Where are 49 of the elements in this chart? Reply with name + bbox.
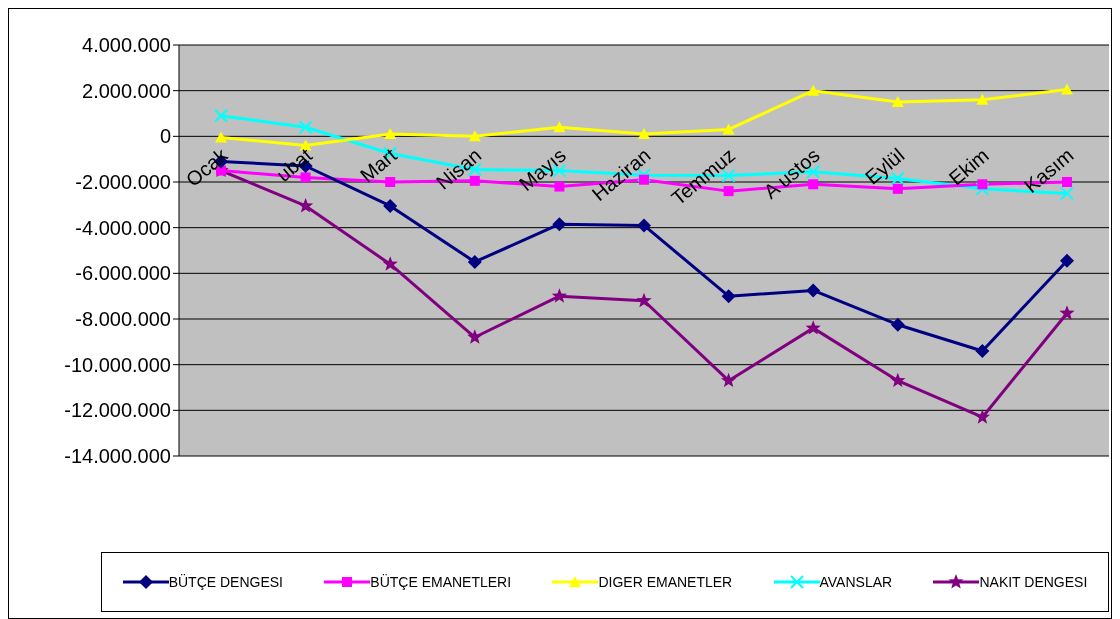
point (638, 128, 650, 140)
point (551, 288, 568, 303)
point (468, 130, 481, 142)
legend-label: AVANSLAR (819, 574, 893, 590)
point (382, 256, 398, 271)
y-tick-label: -8.000.000 (75, 308, 171, 331)
point (720, 372, 737, 388)
point (636, 292, 652, 308)
point (974, 409, 991, 424)
point (383, 198, 398, 213)
point (1060, 253, 1074, 268)
x-tick-label: Ekim (944, 143, 993, 190)
point (637, 218, 651, 233)
legend-label: DIGER EMANETLER (598, 574, 733, 590)
y-tick-label: 0 (159, 125, 171, 148)
point (298, 120, 313, 135)
y-tick-label: -6.000.000 (75, 262, 171, 285)
point (215, 131, 227, 143)
point (214, 108, 228, 123)
point (890, 317, 905, 332)
point (467, 254, 482, 269)
point (552, 217, 567, 232)
y-tick-label: 4.000.000 (82, 34, 171, 57)
legend-label: NAKIT DENGESI (979, 574, 1088, 590)
point (975, 343, 990, 358)
legend-label: BÜTÇE EMANETLERI (370, 574, 512, 590)
x-tick-label: ubat (272, 143, 317, 186)
x-tick-label: Mart (355, 143, 402, 187)
y-tick-label: -2.000.000 (75, 171, 171, 194)
point (1061, 83, 1073, 95)
y-tick-label: 2.000.000 (82, 79, 171, 102)
point (553, 121, 566, 133)
point (721, 289, 736, 304)
point (807, 84, 820, 96)
y-tick-label: -14.000.000 (64, 445, 171, 468)
y-tick-label: -10.000.000 (64, 353, 171, 376)
point (890, 372, 906, 388)
point (297, 197, 314, 213)
point (1059, 305, 1075, 320)
point (384, 128, 397, 140)
point (976, 93, 989, 105)
point (806, 283, 821, 298)
point (467, 329, 483, 344)
point (805, 320, 821, 335)
y-tick-label: -12.000.000 (64, 399, 171, 422)
point (722, 123, 735, 135)
legend-label: BÜTÇE DENGESI (168, 574, 283, 590)
y-tick-label: -4.000.000 (75, 216, 171, 239)
point (891, 96, 904, 108)
